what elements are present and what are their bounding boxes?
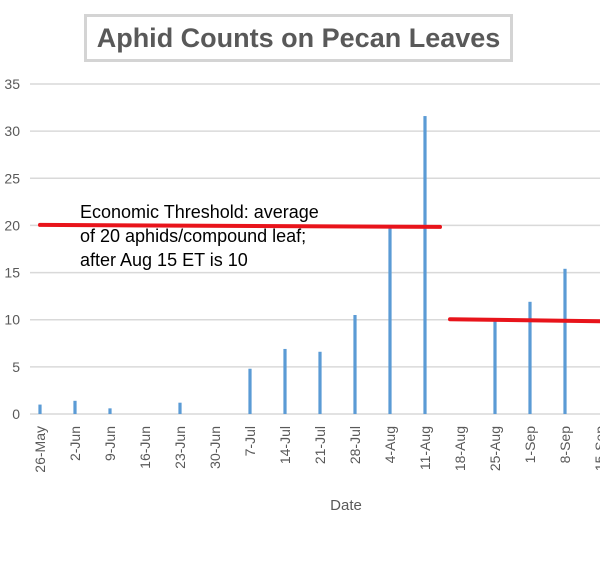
bar bbox=[563, 268, 567, 414]
x-tick-label: 11-Aug bbox=[417, 426, 433, 470]
bar bbox=[493, 319, 497, 414]
y-tick-label: 35 bbox=[4, 76, 20, 92]
bar bbox=[283, 348, 287, 414]
x-tick-label: 28-Jul bbox=[347, 426, 363, 464]
threshold-late-line bbox=[448, 317, 600, 324]
chart-title-box: Aphid Counts on Pecan Leaves bbox=[84, 14, 513, 62]
annotation-line-3: after Aug 15 ET is 10 bbox=[80, 250, 248, 270]
x-tick-label: 4-Aug bbox=[382, 426, 398, 463]
annotation-line-2: of 20 aphids/compound leaf; bbox=[80, 226, 307, 246]
x-tick-label: 21-Jul bbox=[312, 426, 328, 464]
bar bbox=[528, 301, 532, 414]
annotation-line-1: Economic Threshold: average bbox=[80, 202, 319, 222]
bar bbox=[248, 368, 252, 414]
threshold-early-line bbox=[38, 222, 442, 229]
bar bbox=[38, 404, 42, 414]
y-tick-label: 15 bbox=[4, 265, 20, 281]
y-tick-label: 10 bbox=[4, 312, 20, 328]
threshold-annotation: Economic Threshold: average of 20 aphids… bbox=[80, 200, 380, 272]
y-tick-label: 0 bbox=[12, 406, 20, 422]
y-tick-label: 5 bbox=[12, 359, 20, 375]
x-tick-label: 1-Sep bbox=[522, 426, 538, 464]
x-axis-title: Date bbox=[330, 497, 362, 514]
bar bbox=[178, 402, 182, 414]
bar bbox=[388, 227, 392, 414]
y-tick-label: 25 bbox=[4, 170, 20, 186]
chart-title: Aphid Counts on Pecan Leaves bbox=[96, 22, 501, 53]
x-tick-label: 14-Jul bbox=[277, 426, 293, 464]
x-tick-label: 8-Sep bbox=[557, 426, 573, 464]
x-tick-label: 16-Jun bbox=[137, 426, 153, 469]
x-tick-label: 26-May bbox=[32, 426, 48, 473]
bar bbox=[353, 315, 357, 414]
bar bbox=[73, 400, 77, 414]
x-tick-label: 2-Jun bbox=[67, 426, 83, 461]
y-tick-label: 30 bbox=[4, 123, 20, 139]
bar bbox=[318, 351, 322, 414]
x-tick-label: 18-Aug bbox=[452, 426, 468, 471]
x-tick-label: 9-Jun bbox=[102, 426, 118, 461]
y-tick-label: 20 bbox=[4, 217, 20, 233]
bar bbox=[423, 116, 427, 415]
x-tick-label: 30-Jun bbox=[207, 426, 223, 469]
x-tick-label: 7-Jul bbox=[242, 426, 258, 456]
x-tick-label: 23-Jun bbox=[172, 426, 188, 469]
x-tick-label: 15-Sep bbox=[592, 426, 600, 471]
bar bbox=[108, 408, 112, 414]
x-tick-label: 25-Aug bbox=[487, 426, 503, 471]
